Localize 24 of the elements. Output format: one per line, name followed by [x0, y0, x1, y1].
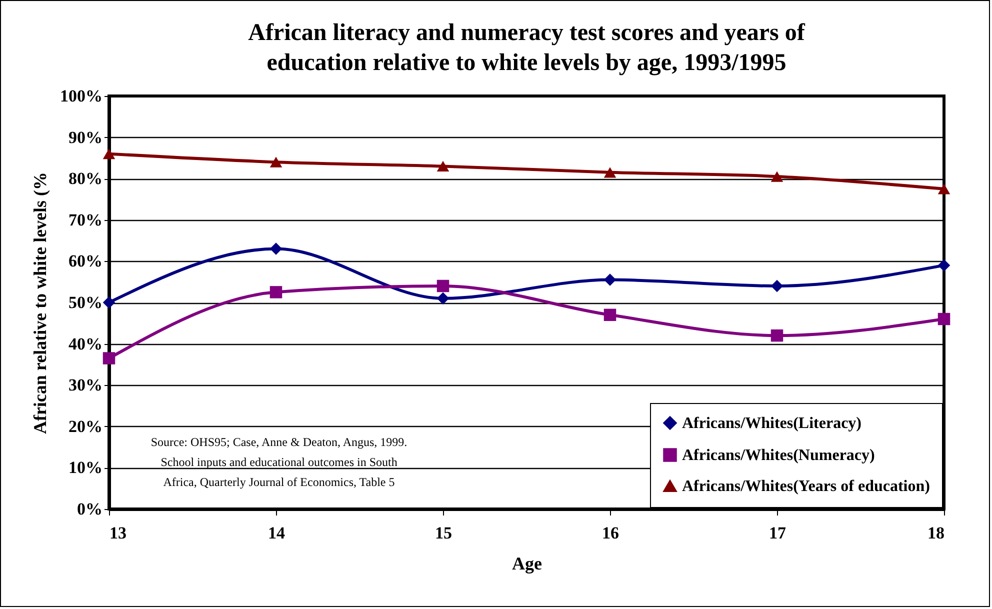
y-tick-label: 40% — [68, 334, 102, 354]
y-tick-label: 60% — [68, 252, 102, 271]
legend-label: Africans/Whites(Numeracy) — [682, 447, 875, 464]
x-tick-label: 13 — [110, 524, 126, 542]
y-tick-label: 70% — [68, 210, 102, 230]
y-tick-label: 90% — [68, 128, 102, 147]
y-tick-label: 10% — [68, 458, 102, 478]
y-tick-label: 50% — [68, 293, 102, 312]
y-tick-label: 30% — [68, 376, 102, 395]
chart-title: African literacy and numeracy test scores and years of education relative to white levels by age, 1993/1995 — [248, 20, 806, 76]
x-tick-label: 14 — [268, 524, 286, 542]
x-tick-label: 16 — [602, 524, 619, 542]
x-tick-label: 18 — [928, 524, 944, 542]
y-tick-label: 20% — [68, 416, 102, 436]
y-tick-label: 80% — [68, 169, 102, 188]
y-tick-label: 100% — [60, 86, 102, 106]
x-axis-title: Age — [512, 554, 542, 574]
y-axis-title: African relative to white levels (% — [30, 172, 50, 434]
y-tick-label: 0% — [77, 500, 102, 518]
x-tick-label: 15 — [435, 524, 452, 542]
x-tick-label: 17 — [769, 524, 786, 542]
legend-label: Africans/Whites(Years of education) — [682, 478, 930, 495]
legend-label: Africans/Whites(Literacy) — [682, 415, 862, 432]
annotation: Source: OHS95; Case, Anne & Deaton, Angus, 1999. School inputs and educational outcomes in South Africa, Quarterly Journal of Economics, Table 5 — [150, 435, 408, 489]
